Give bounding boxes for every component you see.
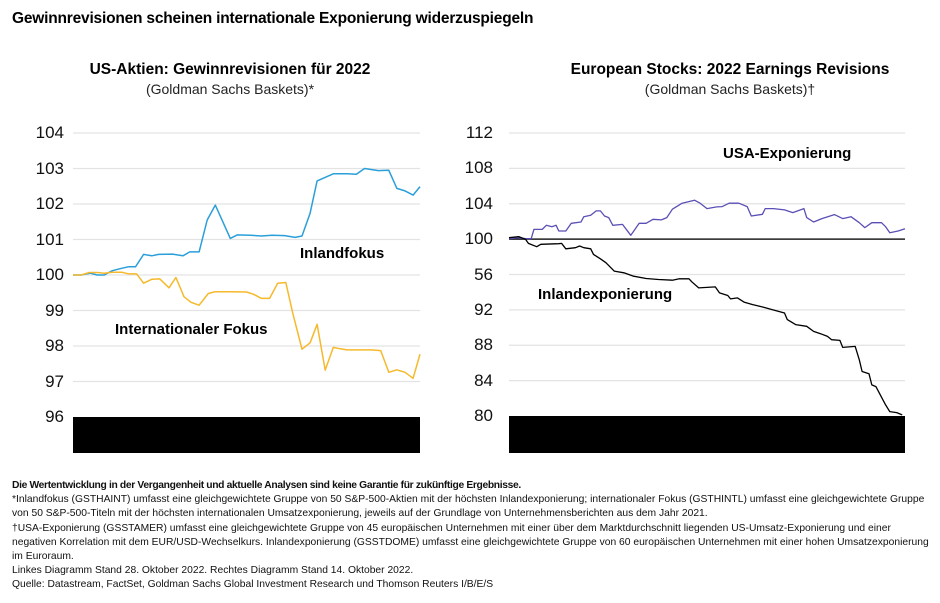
y-tick-label: 102 xyxy=(35,194,64,213)
right-chart xyxy=(508,132,906,453)
main-title: Gewinnrevisionen scheinen internationale… xyxy=(12,10,534,27)
series-line-internationaler-fokus xyxy=(73,271,421,380)
series-line-inlandexponierung xyxy=(508,235,903,416)
y-tick-label: 98 xyxy=(45,336,64,355)
label-inlandexponierung: Inlandexponierung xyxy=(538,286,673,303)
y-tick-label: 108 xyxy=(464,158,493,178)
y-tick-label: 103 xyxy=(35,158,64,178)
y-tick-label: 56 xyxy=(474,264,493,284)
y-tick-label: 100 xyxy=(35,265,64,284)
series-line-usa-exponierung xyxy=(508,199,906,240)
footnote-2: †USA-Exponierung (GSSTAMER) umfasst eine… xyxy=(12,522,929,563)
left-chart-subtitle: (Goldman Sachs Baskets)* xyxy=(145,81,315,97)
y-tick-label: 96 xyxy=(45,407,64,426)
y-tick-label: 92 xyxy=(474,299,493,319)
charts-canvas xyxy=(73,132,906,453)
y-tick-label: 99 xyxy=(45,300,64,320)
left-chart xyxy=(73,132,421,453)
y-tick-label: 97 xyxy=(45,371,64,391)
disclaimer: Die Wertentwicklung in der Vergangenheit… xyxy=(12,480,521,491)
label-inlandfokus: Inlandfokus xyxy=(300,245,385,262)
y-tick-label: 104 xyxy=(35,123,64,142)
right-chart-title: European Stocks: 2022 Earnings Revisions xyxy=(570,61,890,78)
label-usa-exponierung: USA-Exponierung xyxy=(723,145,852,162)
left-chart-title: US-Aktien: Gewinnrevisionen für 2022 xyxy=(89,61,371,78)
series-line-inlandfokus xyxy=(73,167,421,276)
y-tick-label: 112 xyxy=(465,123,493,142)
x-axis-band xyxy=(509,416,905,453)
footnote-source: Quelle: Datastream, FactSet, Goldman Sac… xyxy=(12,579,494,591)
footnote-1: *Inlandfokus (GSTHAINT) umfasst eine gle… xyxy=(12,494,925,520)
y-tick-label: 80 xyxy=(474,406,493,425)
label-internationaler-fokus: Internationaler Fokus xyxy=(115,321,268,338)
footnote-dates: Linkes Diagramm Stand 28. Oktober 2022. … xyxy=(12,565,414,577)
footnotes: Die Wertentwicklung in der Vergangenheit… xyxy=(12,479,932,593)
y-tick-label: 88 xyxy=(474,335,493,355)
right-chart-subtitle: (Goldman Sachs Baskets)† xyxy=(644,81,816,97)
y-tick-label: 84 xyxy=(474,370,493,390)
y-tick-label: 101 xyxy=(35,229,64,249)
x-axis-band xyxy=(73,417,420,453)
y-tick-label: 100 xyxy=(464,229,493,249)
y-tick-label: 104 xyxy=(464,193,493,213)
